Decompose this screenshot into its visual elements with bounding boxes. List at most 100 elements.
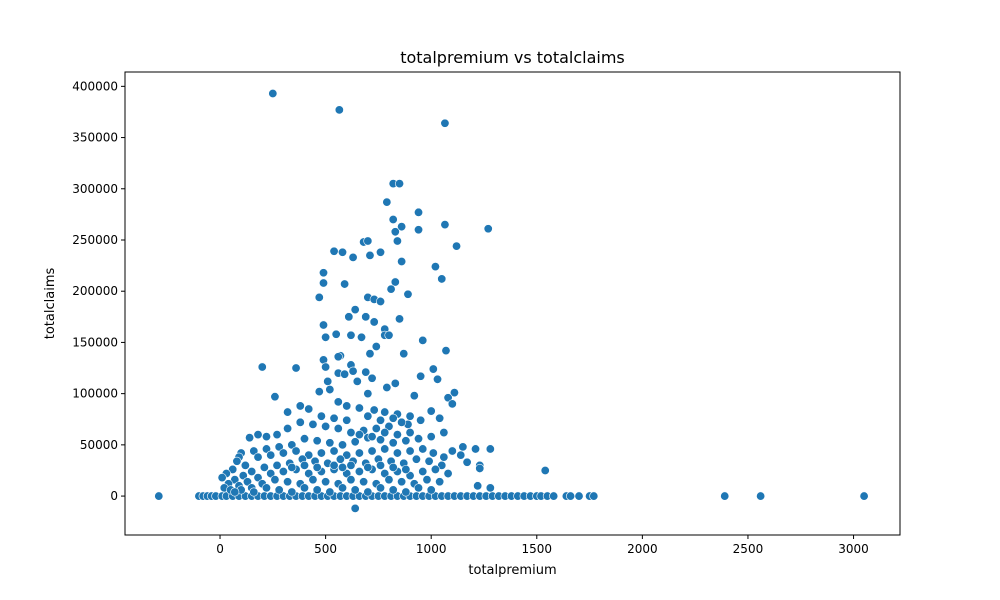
data-point: [299, 483, 309, 493]
y-tick-label: 250000: [72, 233, 118, 247]
y-tick-label: 0: [110, 489, 118, 503]
data-point: [247, 466, 257, 476]
data-point: [435, 477, 445, 487]
data-point: [321, 362, 331, 372]
data-point: [390, 227, 400, 237]
data-point: [376, 460, 386, 470]
data-point: [433, 374, 443, 384]
data-point: [342, 450, 352, 460]
data-point: [405, 428, 415, 438]
data-point: [416, 415, 426, 425]
data-point: [363, 487, 373, 497]
data-point: [348, 252, 358, 262]
data-point: [428, 364, 438, 374]
data-point: [314, 292, 324, 302]
data-point: [405, 471, 415, 481]
data-point: [266, 469, 276, 479]
data-point: [287, 487, 297, 497]
data-point: [346, 330, 356, 340]
data-point: [232, 456, 242, 466]
data-point: [348, 366, 358, 376]
data-point: [405, 411, 415, 421]
data-point: [283, 407, 293, 417]
data-point: [245, 433, 255, 443]
data-point: [338, 462, 348, 472]
data-point: [304, 404, 314, 414]
data-point: [443, 393, 453, 403]
data-point: [756, 491, 766, 501]
data-point: [566, 491, 576, 501]
plot-frame: [124, 71, 901, 536]
x-tick-label: 2000: [627, 542, 658, 556]
data-point: [283, 423, 293, 433]
data-point: [390, 378, 400, 388]
data-point: [318, 320, 328, 330]
data-point: [272, 430, 282, 440]
data-point: [342, 469, 352, 479]
data-point: [422, 475, 432, 485]
data-point: [314, 387, 324, 397]
data-point: [350, 503, 360, 513]
data-point: [253, 452, 263, 462]
data-point: [329, 413, 339, 423]
data-point: [354, 466, 364, 476]
data-point: [447, 446, 457, 456]
data-point: [414, 434, 424, 444]
data-point: [334, 105, 344, 115]
data-point: [376, 296, 386, 306]
data-point: [382, 382, 392, 392]
data-point: [329, 446, 339, 456]
data-point: [395, 314, 405, 324]
data-point: [440, 220, 450, 230]
data-point: [261, 483, 271, 493]
data-point: [388, 438, 398, 448]
data-point: [217, 473, 227, 483]
data-point: [462, 457, 472, 467]
data-point: [859, 491, 869, 501]
data-point: [304, 450, 314, 460]
y-tick-label: 400000: [72, 79, 118, 93]
data-point: [369, 405, 379, 415]
data-point: [308, 419, 318, 429]
data-point: [346, 475, 356, 485]
data-point: [342, 401, 352, 411]
data-point: [325, 438, 335, 448]
data-point: [365, 349, 375, 359]
data-point: [259, 462, 269, 472]
x-tick-label: 3000: [838, 542, 869, 556]
data-point: [475, 463, 485, 473]
data-point: [272, 460, 282, 470]
data-point: [485, 444, 495, 454]
data-point: [350, 485, 360, 495]
data-point: [382, 197, 392, 207]
data-point: [274, 442, 284, 452]
data-point: [354, 430, 364, 440]
data-point: [363, 462, 373, 472]
points-layer: [154, 89, 869, 513]
x-axis-label: totalpremium: [468, 563, 556, 578]
data-point: [437, 274, 447, 284]
data-point: [452, 241, 462, 251]
data-point: [318, 278, 328, 288]
data-point: [270, 392, 280, 402]
data-point: [323, 376, 333, 386]
data-point: [304, 469, 314, 479]
data-point: [397, 256, 407, 266]
data-point: [424, 456, 434, 466]
data-point: [278, 466, 288, 476]
data-point: [430, 262, 440, 272]
data-point: [414, 483, 424, 493]
data-point: [440, 118, 450, 128]
data-point: [352, 376, 362, 386]
data-point: [354, 403, 364, 413]
data-point: [312, 485, 322, 495]
data-point: [574, 491, 584, 501]
data-point: [361, 312, 371, 322]
data-point: [321, 477, 331, 487]
data-point: [361, 367, 371, 377]
y-axis-ticks: 0 50000 100000 150000 200000 250000 300000 3500…: [72, 79, 125, 503]
data-point: [338, 247, 348, 257]
data-point: [291, 446, 301, 456]
data-point: [325, 385, 335, 395]
data-point: [270, 475, 280, 485]
